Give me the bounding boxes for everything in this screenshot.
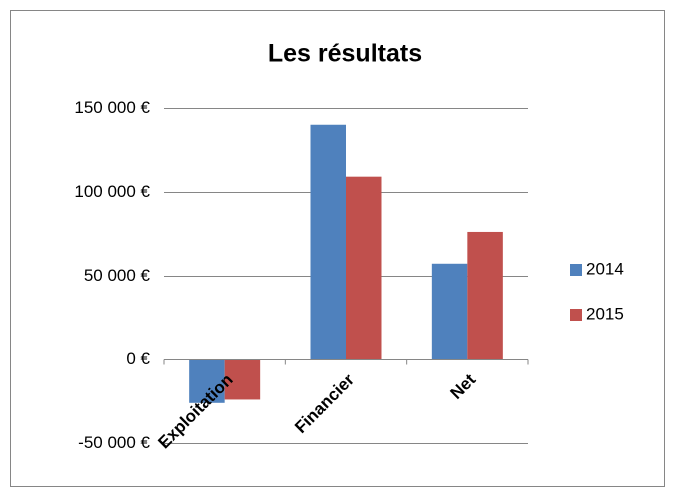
legend-swatch (570, 309, 582, 321)
bar (189, 359, 225, 403)
legend-label: 2014 (586, 259, 624, 278)
legend-swatch (570, 264, 582, 276)
bar (467, 231, 503, 360)
bar (224, 359, 261, 400)
y-tick-label: 100 000 € (74, 182, 150, 201)
y-tick-label: 50 000 € (84, 266, 151, 285)
bar (346, 176, 382, 360)
bar (431, 263, 468, 360)
y-tick-label: 0 € (126, 349, 150, 368)
chart-title: Les résultats (268, 40, 422, 68)
y-tick-label: 150 000 € (74, 98, 150, 117)
bar (310, 124, 346, 360)
y-tick-label: -50 000 € (78, 433, 150, 452)
legend-label: 2015 (586, 304, 624, 323)
